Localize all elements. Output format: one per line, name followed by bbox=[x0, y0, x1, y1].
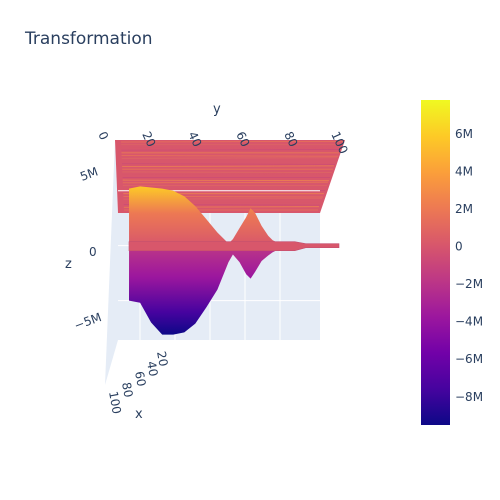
colorbar: 6M 4M 2M 0 −2M −4M −6M −8M bbox=[421, 100, 483, 425]
y-tick-label: 80 bbox=[281, 129, 300, 149]
y-tick-label: 40 bbox=[185, 129, 204, 149]
surface-zero-band[interactable] bbox=[128, 241, 340, 251]
colorbar-tick-label: −2M bbox=[455, 277, 483, 291]
z-tick-label: 0 bbox=[89, 245, 97, 259]
surface-lower-lobe[interactable] bbox=[129, 245, 339, 335]
x-tick-label: 60 bbox=[132, 370, 148, 387]
floor-surface-streaks bbox=[120, 140, 344, 211]
z-axis-ticks: 5M 0 −5M bbox=[72, 165, 103, 333]
z-axis-label: z bbox=[65, 257, 72, 272]
left-wall bbox=[105, 140, 118, 385]
x-tick-label: 40 bbox=[144, 360, 160, 377]
surface-plot[interactable] bbox=[128, 186, 340, 335]
x-tick-label: 100 bbox=[106, 390, 124, 415]
colorbar-tick-label: 4M bbox=[455, 164, 473, 178]
colorbar-tick-label: 2M bbox=[455, 202, 473, 216]
y-tick-label: 0 bbox=[95, 129, 111, 142]
chart-title: Transformation bbox=[25, 29, 153, 49]
x-axis-label: x bbox=[135, 407, 143, 422]
colorbar-tick-label: −8M bbox=[455, 390, 483, 404]
y-axis-ticks: 0 20 40 60 80 100 bbox=[95, 129, 350, 156]
x-tick-label: 20 bbox=[154, 350, 170, 367]
surface-upper-lobe[interactable] bbox=[129, 186, 339, 246]
colorbar-tick-label: −6M bbox=[455, 352, 483, 366]
x-tick-label: 80 bbox=[119, 381, 135, 398]
z-tick-label: 5M bbox=[78, 165, 100, 184]
y-tick-label: 20 bbox=[139, 129, 158, 149]
y-axis-label: y bbox=[213, 102, 221, 117]
colorbar-tick-label: 0 bbox=[455, 240, 463, 254]
colorbar-bar bbox=[421, 100, 450, 425]
y-tick-label: 60 bbox=[233, 129, 252, 149]
z-tick-label: −5M bbox=[72, 310, 103, 333]
colorbar-tick-label: −4M bbox=[455, 315, 483, 329]
colorbar-tick-label: 6M bbox=[455, 127, 473, 141]
